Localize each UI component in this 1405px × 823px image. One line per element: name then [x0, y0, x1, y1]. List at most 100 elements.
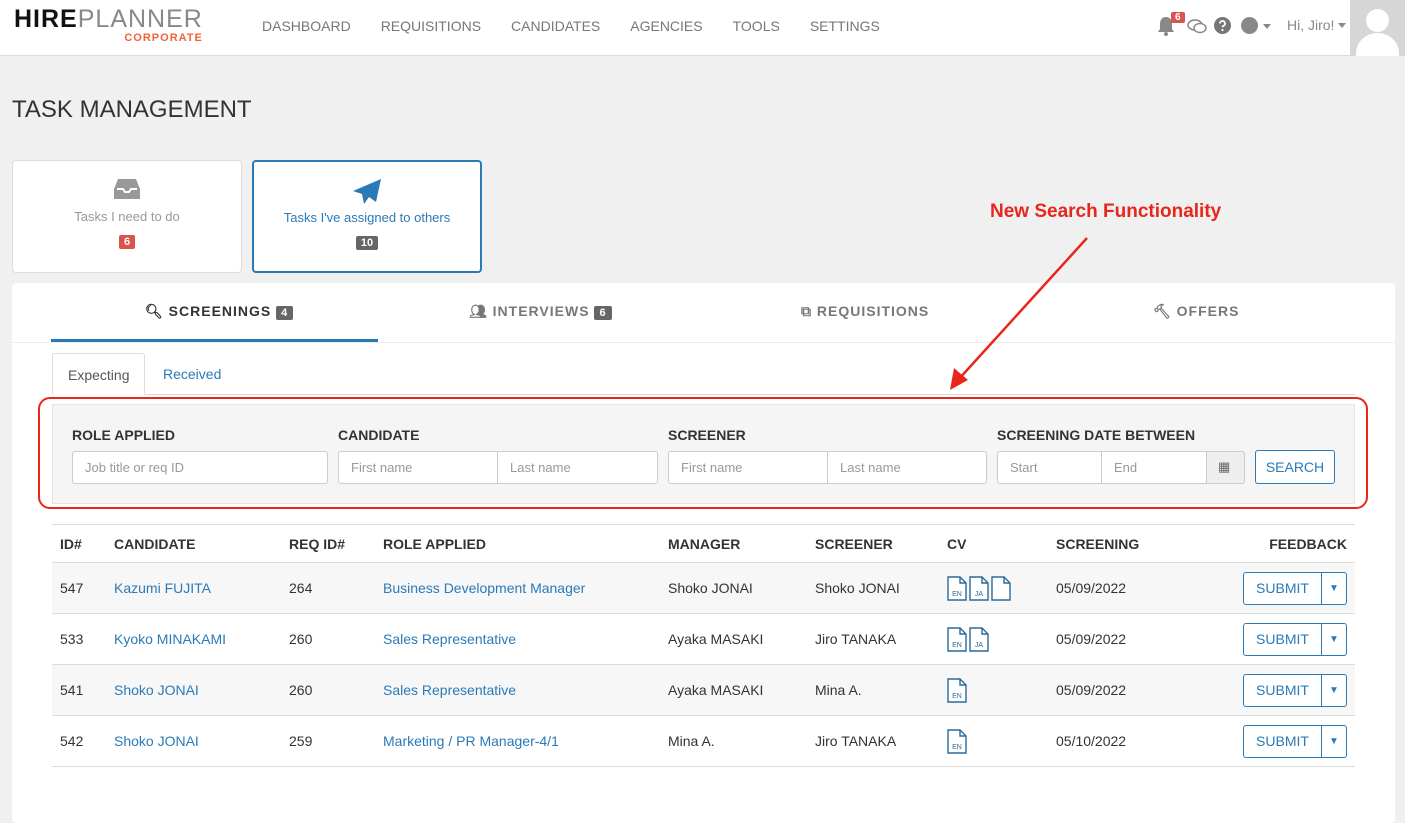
svg-text:EN: EN — [952, 744, 962, 751]
nav-requisitions[interactable]: REQUISITIONS — [380, 18, 482, 34]
chat-icon[interactable] — [1187, 18, 1207, 35]
screener-first-name-input[interactable]: First name — [668, 451, 828, 484]
col-req-id: REQ ID# — [281, 524, 375, 563]
user-caret-icon — [1338, 22, 1347, 28]
role-link[interactable]: Sales Representative — [383, 631, 517, 647]
card-count: 10 — [355, 236, 379, 250]
row-req-id: 260 — [281, 664, 375, 716]
row-cv: EN JA — [939, 562, 1048, 614]
nav-settings[interactable]: SETTINGS — [809, 18, 880, 34]
globe-icon[interactable] — [1241, 17, 1258, 34]
col-screener: SCREENER — [807, 524, 939, 563]
date-label: SCREENING DATE BETWEEN — [997, 427, 1196, 443]
candidate-last-name-input[interactable]: Last name — [497, 451, 658, 484]
user-menu[interactable]: Hi, Jiro! — [1287, 17, 1347, 33]
top-bar: HIREPLANNER CORPORATE DASHBOARD REQUISIT… — [0, 0, 1405, 56]
col-role: ROLE APPLIED — [375, 524, 660, 563]
nav-tools[interactable]: TOOLS — [732, 18, 780, 34]
calendar-icon[interactable]: ▦ — [1206, 451, 1245, 484]
subtab-divider — [52, 394, 1355, 395]
cv-document-icon[interactable] — [991, 575, 1011, 601]
row-manager: Shoko JONAI — [660, 562, 807, 614]
row-cv: EN — [939, 715, 1048, 767]
language-caret-icon[interactable] — [1263, 24, 1271, 29]
cv-document-icon[interactable]: JA — [969, 575, 989, 601]
cv-document-icon[interactable]: EN — [947, 677, 967, 703]
submit-feedback-button[interactable]: SUBMIT — [1243, 673, 1322, 707]
candidate-label: CANDIDATE — [338, 427, 420, 443]
subtab-expecting[interactable]: Expecting — [52, 353, 146, 395]
candidate-link[interactable]: Kyoko MINAKAMI — [114, 631, 227, 647]
svg-text:EN: EN — [952, 591, 962, 598]
svg-text:EN: EN — [952, 693, 962, 700]
row-screening-date: 05/09/2022 — [1048, 664, 1181, 716]
submit-feedback-button[interactable]: SUBMIT — [1243, 571, 1322, 605]
feedback-dropdown-caret-icon[interactable]: ▼ — [1322, 724, 1347, 758]
screenings-table: ID# CANDIDATE REQ ID# ROLE APPLIED MANAG… — [52, 524, 1355, 767]
row-screener: Jiro TANAKA — [807, 715, 939, 767]
cv-document-icon[interactable]: JA — [969, 626, 989, 652]
start-date-input[interactable]: Start — [997, 451, 1102, 484]
role-link[interactable]: Business Development Manager — [383, 580, 586, 596]
row-screener: Mina A. — [807, 664, 939, 716]
row-screening-date: 05/09/2022 — [1048, 613, 1181, 665]
card-tasks-assigned[interactable]: Tasks I've assigned to others 10 — [252, 160, 482, 273]
cv-document-icon[interactable]: EN — [947, 728, 967, 754]
screener-last-name-input[interactable]: Last name — [827, 451, 987, 484]
end-date-input[interactable]: End — [1101, 451, 1207, 484]
row-req-id: 264 — [281, 562, 375, 614]
candidate-link[interactable]: Shoko JONAI — [114, 733, 199, 749]
role-link[interactable]: Sales Representative — [383, 682, 517, 698]
row-screener: Jiro TANAKA — [807, 613, 939, 665]
avatar[interactable] — [1350, 0, 1405, 56]
nav-agencies[interactable]: AGENCIES — [630, 18, 703, 34]
tab-interviews[interactable]: 👥︎ INTERVIEWS 6 — [469, 303, 612, 320]
subtab-received[interactable]: Received — [163, 366, 222, 382]
row-screening-date: 05/10/2022 — [1048, 715, 1181, 767]
annotation-arrow — [950, 237, 1088, 390]
gavel-icon: 🔨︎ — [1153, 303, 1172, 319]
submit-feedback-button[interactable]: SUBMIT — [1243, 724, 1322, 758]
candidate-first-name-input[interactable]: First name — [338, 451, 498, 484]
cv-document-icon[interactable]: EN — [947, 626, 967, 652]
row-id: 533 — [52, 613, 106, 665]
table-row: 541 Shoko JONAI 260 Sales Representative… — [52, 664, 1355, 716]
task-tabs: 🔍︎ SCREENINGS 4 👥︎ INTERVIEWS 6 ⧉ REQUIS… — [12, 283, 1395, 343]
card-label: Tasks I've assigned to others — [283, 210, 451, 225]
bell-icon[interactable] — [1157, 16, 1175, 36]
col-screening: SCREENING — [1048, 524, 1181, 563]
cv-document-icon[interactable]: EN — [947, 575, 967, 601]
nav-dashboard[interactable]: DASHBOARD — [262, 18, 351, 34]
feedback-dropdown-caret-icon[interactable]: ▼ — [1322, 673, 1347, 707]
tab-offers[interactable]: 🔨︎ OFFERS — [1153, 303, 1240, 319]
row-manager: Ayaka MASAKI — [660, 613, 807, 665]
col-id: ID# — [52, 524, 106, 563]
search-button[interactable]: SEARCH — [1255, 450, 1335, 484]
screener-label: SCREENER — [668, 427, 746, 443]
logo[interactable]: HIREPLANNER CORPORATE — [14, 5, 203, 44]
help-icon[interactable] — [1214, 17, 1231, 34]
nav-candidates[interactable]: CANDIDATES — [511, 18, 601, 34]
main-nav: DASHBOARD REQUISITIONS CANDIDATES AGENCI… — [262, 18, 880, 34]
paper-plane-icon — [254, 178, 480, 210]
feedback-dropdown-caret-icon[interactable]: ▼ — [1322, 622, 1347, 656]
svg-text:EN: EN — [952, 642, 962, 649]
tab-requisitions[interactable]: ⧉ REQUISITIONS — [801, 303, 930, 319]
candidate-link[interactable]: Shoko JONAI — [114, 682, 199, 698]
card-tasks-to-do[interactable]: Tasks I need to do 6 — [12, 160, 242, 273]
submit-feedback-button[interactable]: SUBMIT — [1243, 622, 1322, 656]
role-link[interactable]: Marketing / PR Manager-4/1 — [383, 733, 559, 749]
feedback-dropdown-caret-icon[interactable]: ▼ — [1322, 571, 1347, 605]
col-manager: MANAGER — [660, 524, 807, 563]
row-screening-date: 05/09/2022 — [1048, 562, 1181, 614]
row-cv: EN — [939, 664, 1048, 716]
tab-screenings[interactable]: 🔍︎ SCREENINGS 4 — [145, 303, 294, 320]
search-icon: 🔍︎ — [145, 303, 164, 319]
role-input[interactable]: Job title or req ID — [72, 451, 328, 484]
table-row: 542 Shoko JONAI 259 Marketing / PR Manag… — [52, 715, 1355, 767]
row-manager: Ayaka MASAKI — [660, 664, 807, 716]
col-candidate: CANDIDATE — [106, 524, 281, 563]
svg-text:JA: JA — [975, 642, 984, 649]
page-title: TASK MANAGEMENT — [12, 96, 252, 123]
candidate-link[interactable]: Kazumi FUJITA — [114, 580, 211, 596]
